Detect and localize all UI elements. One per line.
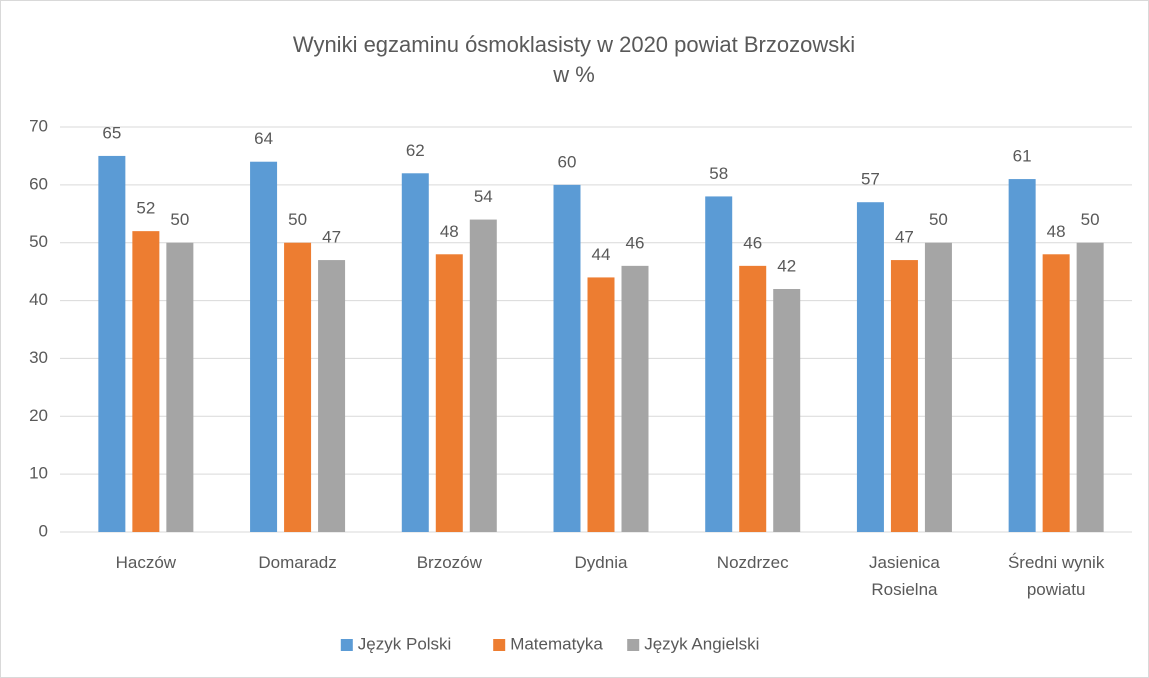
data-label: 57 (861, 170, 880, 189)
data-label: 46 (626, 233, 645, 252)
data-label: 50 (288, 210, 307, 229)
bar (1042, 254, 1070, 533)
bar (553, 184, 581, 532)
data-label: 64 (254, 129, 273, 148)
bar (401, 173, 429, 533)
data-label: 54 (474, 187, 493, 206)
legend-swatch (493, 639, 506, 651)
data-label: 50 (1081, 210, 1100, 229)
bar (98, 155, 126, 532)
data-label: 61 (1013, 147, 1032, 166)
bar (435, 254, 463, 533)
bar (890, 260, 918, 532)
bar (856, 202, 884, 532)
bar (250, 161, 278, 532)
y-tick-label: 20 (29, 406, 48, 425)
x-tick-label: Średni wynik powiatu (1007, 553, 1105, 599)
data-label: 46 (743, 233, 762, 252)
data-label: 42 (777, 256, 796, 275)
data-label: 60 (558, 152, 577, 171)
x-tick-label: Jasienica Rosielna (868, 553, 940, 599)
bar (587, 277, 615, 532)
data-label: 44 (592, 245, 611, 264)
legend-swatch (340, 639, 353, 651)
data-label: 47 (895, 228, 914, 247)
chart-subtitle: w % (552, 62, 595, 87)
bar (621, 265, 649, 532)
bar (469, 219, 497, 533)
legend-swatch (627, 639, 640, 651)
chart-title: Wyniki egzaminu ósmoklasisty w 2020 powi… (293, 32, 855, 57)
x-tick-label: Nozdrzec (716, 553, 789, 572)
y-tick-label: 50 (29, 232, 48, 251)
data-label: 52 (136, 199, 155, 218)
data-label: 50 (929, 210, 948, 229)
x-tick-label: Dydnia (574, 553, 628, 572)
bar (773, 289, 801, 532)
bar (1008, 179, 1036, 533)
data-label: 62 (406, 141, 425, 160)
bar (705, 196, 733, 532)
bar (739, 265, 767, 532)
data-label: 58 (709, 164, 728, 183)
x-tick-label: Brzozów (416, 553, 482, 572)
bar (1076, 242, 1104, 532)
legend-label: Język Polski (358, 634, 452, 653)
y-tick-label: 60 (29, 174, 48, 193)
x-tick-label: Haczów (115, 553, 177, 572)
data-label: 65 (102, 123, 121, 142)
y-tick-label: 10 (29, 464, 48, 483)
legend-label: Język Angielski (644, 634, 759, 653)
y-tick-label: 40 (29, 290, 48, 309)
y-tick-label: 30 (29, 348, 48, 367)
bar (166, 242, 194, 532)
data-label: 50 (170, 210, 189, 229)
data-label: 48 (1047, 222, 1066, 241)
data-label: 47 (322, 228, 341, 247)
x-tick-label: Domaradz (258, 553, 337, 572)
bar (284, 242, 312, 532)
bar (924, 242, 952, 532)
y-tick-label: 0 (39, 521, 48, 540)
legend-label: Matematyka (510, 634, 603, 653)
bar (132, 231, 160, 532)
data-label: 48 (440, 222, 459, 241)
bar (318, 260, 346, 532)
y-tick-label: 70 (29, 116, 48, 135)
